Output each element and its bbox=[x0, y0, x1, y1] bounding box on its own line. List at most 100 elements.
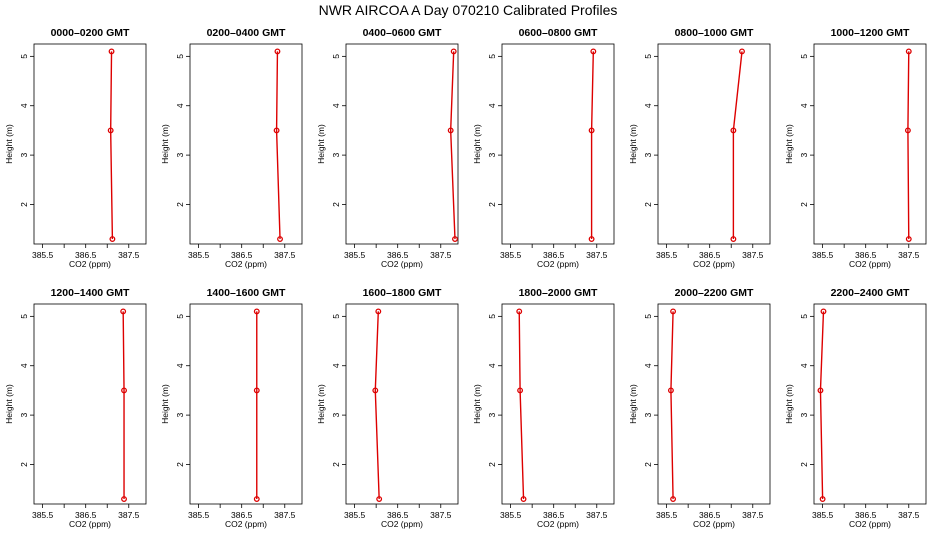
panel-title: 1200–1400 GMT bbox=[51, 287, 130, 299]
y-tick-label: 5 bbox=[799, 314, 809, 319]
y-axis-label: Height (m) bbox=[316, 384, 326, 424]
x-axis-label: CO2 (ppm) bbox=[849, 519, 891, 529]
data-point bbox=[588, 236, 595, 243]
y-axis-label: Height (m) bbox=[472, 124, 482, 164]
y-tick-label: 3 bbox=[799, 152, 809, 157]
chart-panel: 1600–1800 GMT 385.5 386.5 387.5 2 3 4 5 CO2 (ppm… bbox=[316, 287, 459, 529]
data-point bbox=[253, 308, 260, 315]
x-tick-label: 386.5 bbox=[387, 510, 409, 520]
data-point bbox=[109, 236, 116, 243]
chart-panel: 0800–1000 GMT 385.5 386.5 387.5 2 3 4 5 CO2 (ppm… bbox=[628, 27, 771, 269]
y-axis-label: Height (m) bbox=[4, 124, 14, 164]
panel-title: 0600–0800 GMT bbox=[519, 27, 598, 39]
plot-frame bbox=[345, 43, 459, 245]
plot-frame bbox=[345, 303, 459, 505]
plot-frame bbox=[501, 303, 615, 505]
y-tick-label: 4 bbox=[799, 103, 809, 108]
y-tick-label: 3 bbox=[175, 152, 185, 157]
y-axis-label: Height (m) bbox=[628, 384, 638, 424]
panel-title: 1600–1800 GMT bbox=[363, 287, 442, 299]
y-tick-label: 4 bbox=[331, 103, 341, 108]
plot-frame bbox=[33, 303, 147, 505]
y-tick-label: 2 bbox=[175, 202, 185, 207]
x-axis-label: CO2 (ppm) bbox=[537, 519, 579, 529]
chart-panel: 2000–2200 GMT 385.5 386.5 387.5 2 3 4 5 CO2 (ppm… bbox=[628, 287, 771, 529]
x-tick-label: 385.5 bbox=[344, 250, 366, 260]
x-tick-label: 386.5 bbox=[543, 510, 565, 520]
y-axis-label: Height (m) bbox=[316, 124, 326, 164]
x-tick-label: 386.5 bbox=[75, 510, 97, 520]
x-tick-label: 386.5 bbox=[855, 510, 877, 520]
x-axis-label: CO2 (ppm) bbox=[225, 259, 267, 269]
plot-frame bbox=[189, 43, 303, 245]
chart-panel: 2200–2400 GMT 385.5 386.5 387.5 2 3 4 5 CO2 (ppm… bbox=[784, 287, 927, 529]
x-tick-label: 387.5 bbox=[430, 510, 452, 520]
y-tick-label: 4 bbox=[487, 363, 497, 368]
y-tick-label: 3 bbox=[331, 152, 341, 157]
plot-frame bbox=[813, 303, 927, 505]
y-tick-label: 4 bbox=[643, 363, 653, 368]
x-tick-label: 386.5 bbox=[699, 510, 721, 520]
data-point bbox=[121, 496, 127, 503]
data-point bbox=[273, 127, 280, 134]
series-line bbox=[732, 51, 743, 240]
x-tick-label: 385.5 bbox=[500, 510, 522, 520]
data-point bbox=[452, 236, 458, 243]
y-tick-label: 5 bbox=[175, 54, 185, 59]
x-axis-label: CO2 (ppm) bbox=[225, 519, 267, 529]
data-point bbox=[905, 48, 912, 55]
series-line bbox=[670, 311, 674, 500]
x-tick-label: 385.5 bbox=[188, 510, 210, 520]
y-tick-label: 5 bbox=[643, 314, 653, 319]
panel-title: 0400–0600 GMT bbox=[363, 27, 442, 39]
x-tick-label: 387.5 bbox=[430, 250, 452, 260]
y-tick-label: 3 bbox=[643, 412, 653, 417]
data-point bbox=[730, 236, 737, 243]
x-tick-label: 385.5 bbox=[812, 510, 834, 520]
data-point bbox=[590, 48, 597, 55]
x-tick-label: 387.5 bbox=[586, 250, 608, 260]
x-tick-label: 385.5 bbox=[500, 250, 522, 260]
x-tick-label: 386.5 bbox=[855, 250, 877, 260]
series-line bbox=[275, 51, 281, 240]
series-line bbox=[590, 51, 595, 240]
y-axis-label: Height (m) bbox=[628, 124, 638, 164]
y-tick-label: 4 bbox=[487, 103, 497, 108]
series-line bbox=[122, 311, 125, 500]
y-axis-label: Height (m) bbox=[784, 124, 794, 164]
x-tick-label: 386.5 bbox=[543, 250, 565, 260]
data-point bbox=[253, 496, 260, 503]
x-tick-label: 387.5 bbox=[118, 250, 140, 260]
x-axis-label: CO2 (ppm) bbox=[381, 519, 423, 529]
plot-frame bbox=[657, 43, 771, 245]
data-point bbox=[517, 387, 524, 394]
panel-title: 2200–2400 GMT bbox=[831, 287, 910, 299]
data-point bbox=[904, 127, 911, 134]
data-point bbox=[277, 236, 283, 243]
x-tick-label: 387.5 bbox=[898, 250, 920, 260]
y-tick-label: 2 bbox=[643, 462, 653, 467]
y-tick-label: 5 bbox=[487, 54, 497, 59]
y-tick-label: 2 bbox=[643, 202, 653, 207]
x-tick-label: 387.5 bbox=[118, 510, 140, 520]
x-tick-label: 385.5 bbox=[32, 250, 54, 260]
plot-frame bbox=[813, 43, 927, 245]
y-axis-label: Height (m) bbox=[160, 384, 170, 424]
data-point bbox=[520, 496, 527, 503]
x-tick-label: 385.5 bbox=[656, 250, 678, 260]
y-axis-label: Height (m) bbox=[472, 384, 482, 424]
data-point bbox=[376, 496, 383, 503]
x-tick-label: 386.5 bbox=[231, 510, 253, 520]
y-axis-label: Height (m) bbox=[784, 384, 794, 424]
y-tick-label: 2 bbox=[331, 202, 341, 207]
data-point bbox=[817, 387, 824, 394]
x-tick-label: 387.5 bbox=[274, 250, 296, 260]
y-tick-label: 4 bbox=[331, 363, 341, 368]
x-tick-label: 387.5 bbox=[898, 510, 920, 520]
y-tick-label: 3 bbox=[19, 412, 29, 417]
x-tick-label: 385.5 bbox=[344, 510, 366, 520]
x-tick-label: 386.5 bbox=[231, 250, 253, 260]
x-tick-label: 386.5 bbox=[699, 250, 721, 260]
x-tick-label: 387.5 bbox=[742, 250, 764, 260]
y-tick-label: 5 bbox=[331, 54, 341, 59]
